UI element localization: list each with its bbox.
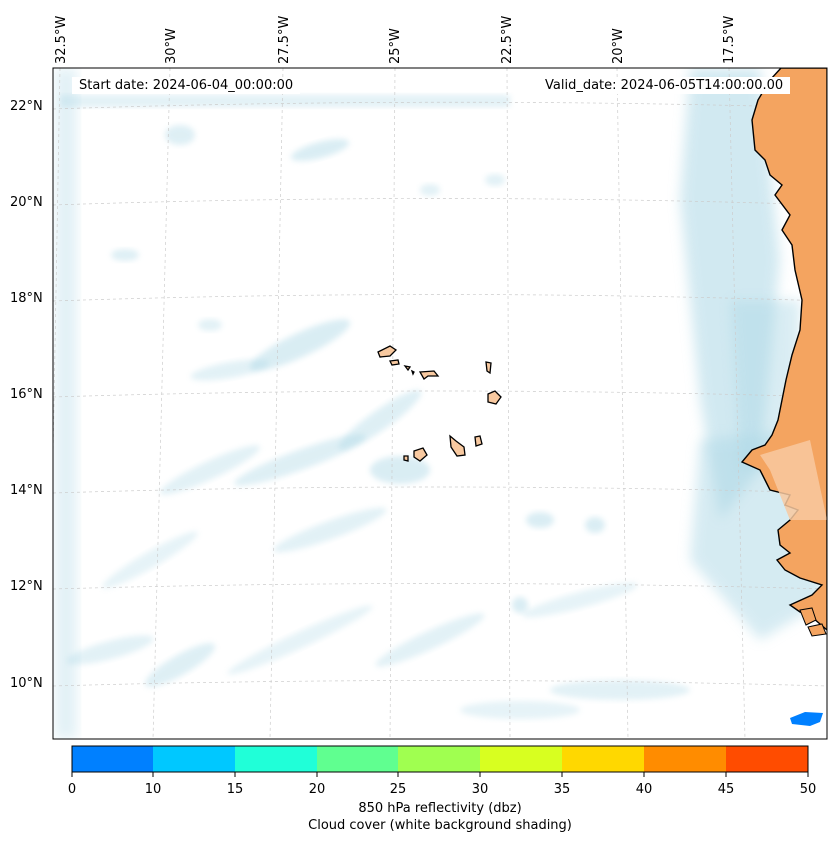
lon-label: 27.5°W (277, 15, 292, 64)
lon-label: 25°W (388, 28, 403, 64)
map-gridlines (53, 68, 827, 739)
colorbar-segment-3 (317, 746, 399, 772)
map-frame (52, 67, 828, 740)
lat-label: 20°N (10, 195, 43, 210)
cloud-cover-shading (55, 68, 827, 739)
colorbar-tick: 0 (67, 782, 77, 797)
colorbar-segment-0 (72, 746, 154, 772)
lon-label: 17.5°W (722, 15, 737, 64)
colorbar-tick: 40 (635, 782, 653, 797)
reflectivity-blob (790, 712, 823, 726)
colorbar-label: 850 hPa reflectivity (dbz) (358, 801, 522, 816)
colorbar-tick: 30 (471, 782, 489, 797)
colorbar (71, 745, 809, 777)
colorbar-tick: 50 (799, 782, 817, 797)
colorbar-segment-8 (726, 746, 808, 772)
colorbar-segment-6 (562, 746, 644, 772)
lat-label: 16°N (10, 387, 43, 402)
colorbar-segment-2 (235, 746, 317, 772)
lat-label: 12°N (10, 579, 43, 594)
lon-label: 22.5°W (500, 15, 515, 64)
lon-label: 20°W (611, 28, 626, 64)
colorbar-segment-7 (644, 746, 726, 772)
colorbar-sublabel: Cloud cover (white background shading) (308, 818, 572, 833)
lon-label: 30°W (164, 28, 179, 64)
colorbar-segment-5 (480, 746, 562, 772)
cape-verde-islands (377, 345, 502, 462)
lat-label: 10°N (10, 676, 43, 691)
colorbar-tick: 20 (308, 782, 326, 797)
colorbar-tick: 25 (389, 782, 407, 797)
colorbar-tick: 35 (553, 782, 571, 797)
start-date-label: Start date: 2024-06-04_00:00:00 (72, 77, 301, 94)
lat-label: 14°N (10, 483, 43, 498)
lon-label: 32.5°W (54, 15, 69, 64)
colorbar-segment-4 (398, 746, 480, 772)
lat-label: 22°N (10, 99, 43, 114)
colorbar-tick: 45 (717, 782, 735, 797)
land-africa (740, 68, 827, 637)
colorbar-tick: 15 (226, 782, 244, 797)
lat-label: 18°N (10, 291, 43, 306)
valid-date-label: Valid_date: 2024-06-05T14:00:00.00 (538, 77, 791, 94)
map-area (53, 68, 827, 739)
colorbar-tick: 10 (144, 782, 162, 797)
colorbar-segment-1 (153, 746, 235, 772)
